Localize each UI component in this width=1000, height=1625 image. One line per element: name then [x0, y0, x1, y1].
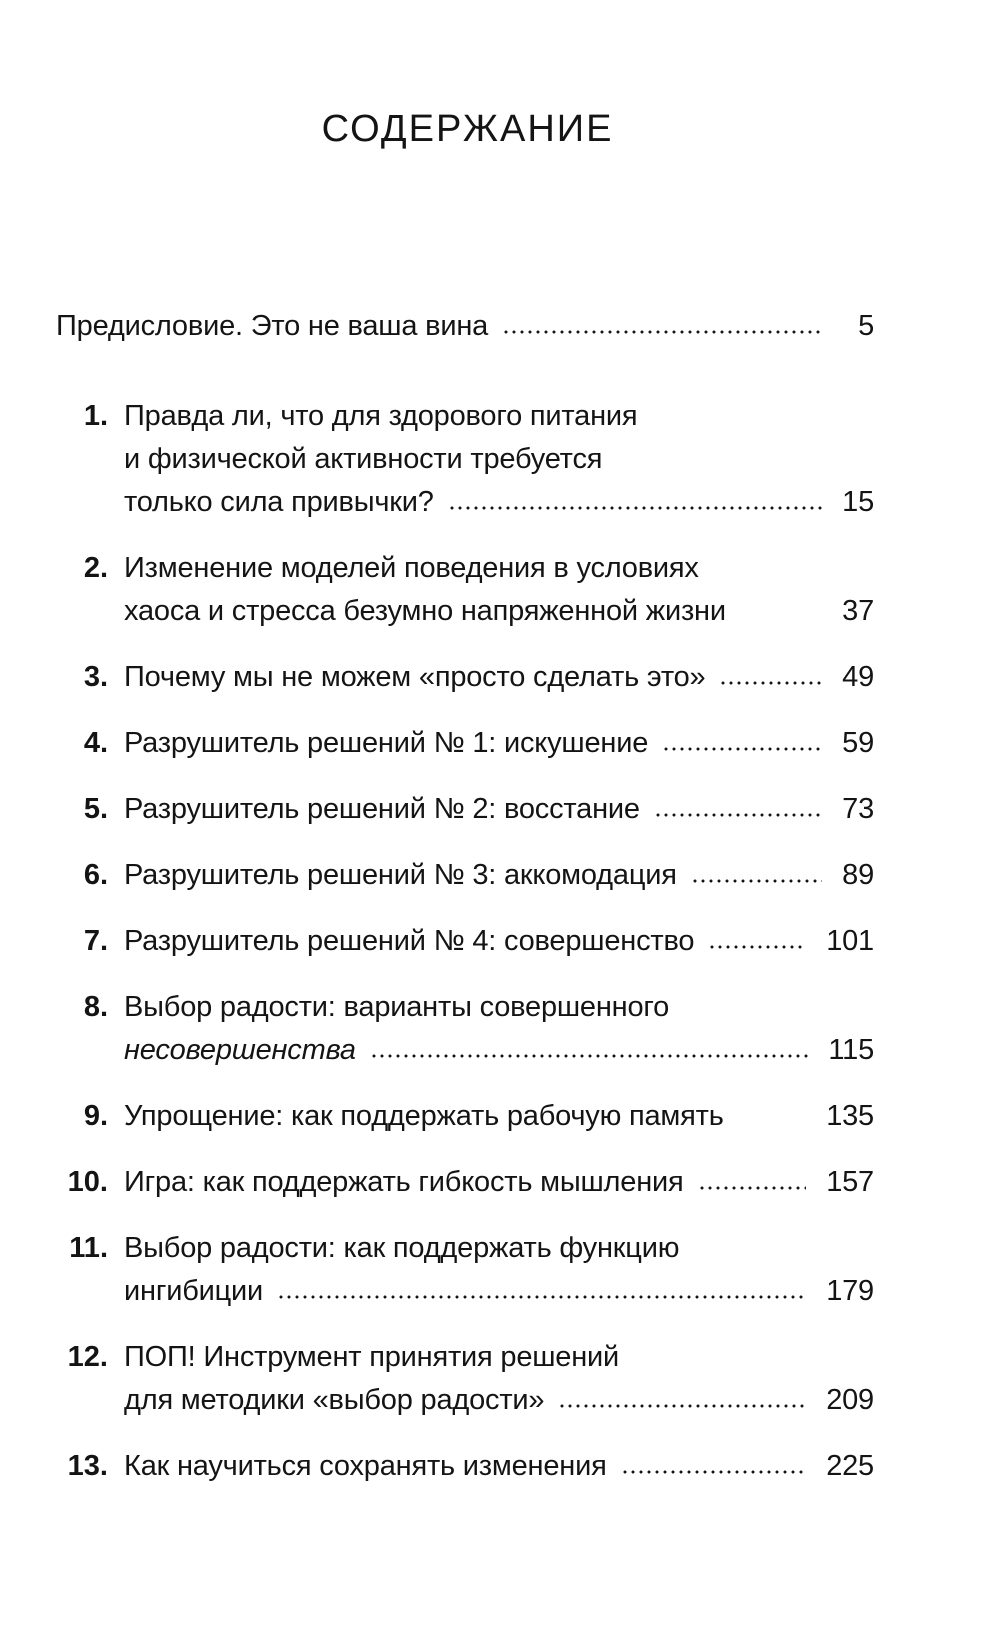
entry-title-line: Выбор радости: варианты совершенного: [124, 991, 670, 1023]
toc-entry-4[interactable]: 4. Разрушитель решений № 1: искушение 59: [56, 722, 874, 765]
page-number: 101: [826, 925, 874, 957]
dot-leader: [502, 325, 824, 335]
page-number: 157: [826, 1166, 874, 1198]
entry-title-line: Игра: как поддержать гибкость мышления: [124, 1166, 684, 1198]
entry-title-line: Изменение моделей поведения в условиях: [124, 552, 699, 584]
chapter-number: 7.: [83, 925, 108, 957]
page-number: 115: [828, 1034, 874, 1066]
page-number: 135: [826, 1100, 874, 1132]
chapter-number: 11.: [69, 1232, 108, 1264]
entry-title-line: несовершенства: [124, 1034, 356, 1066]
toc-entry-9[interactable]: 9. Упрощение: как поддержать рабочую памя…: [56, 1095, 874, 1138]
chapter-number: 3.: [83, 661, 108, 693]
page-number: 179: [826, 1275, 874, 1307]
entry-title-line: Как научиться сохранять изменения: [124, 1450, 607, 1482]
entry-title-line: Разрушитель решений № 3: аккомодация: [124, 859, 677, 891]
chapter-number: 10.: [67, 1166, 108, 1198]
chapter-number: 5.: [83, 793, 108, 825]
toc-entry-2[interactable]: 2. Изменение моделей поведения в условиях…: [56, 547, 874, 633]
entry-title-line: Упрощение: как поддержать рабочую память: [124, 1100, 724, 1132]
dot-leader: [719, 676, 823, 686]
dot-leader: [708, 940, 807, 950]
toc-entry-8[interactable]: 8. Выбор радости: варианты совершенного не…: [56, 986, 874, 1072]
page-number: 89: [842, 859, 874, 891]
page-title: СОДЕРЖАНИЕ: [321, 108, 614, 150]
dot-leader: [558, 1399, 807, 1409]
toc-entry-11[interactable]: 11. Выбор радости: как поддержать функцию…: [56, 1227, 874, 1313]
toc-entry-10[interactable]: 10. Игра: как поддержать гибкость мышлени…: [56, 1161, 875, 1204]
dot-leader: [620, 1465, 807, 1475]
dot-leader: [277, 1290, 807, 1300]
toc-entry-7[interactable]: 7. Разрушитель решений № 4: совершенство 1…: [56, 920, 874, 963]
entry-title: Предисловие. Это не ваша вина: [56, 310, 489, 342]
dot-leader: [697, 1181, 807, 1191]
entry-title-line: Правда ли, что для здорового питания: [124, 400, 638, 432]
page-number: 15: [842, 486, 874, 518]
toc-entry-6[interactable]: 6. Разрушитель решений № 3: аккомодация 89: [56, 854, 874, 897]
dot-leader: [662, 742, 823, 752]
entry-title-line: Разрушитель решений № 4: совершенство: [124, 925, 695, 957]
toc-entry-5[interactable]: 5. Разрушитель решений № 2: восстание 73: [56, 788, 874, 831]
page-number: 209: [826, 1384, 874, 1416]
page-number: 5: [858, 310, 874, 342]
toc-entry-13[interactable]: 13. Как научиться сохранять изменения 225: [56, 1445, 875, 1488]
chapter-number: 4.: [83, 727, 108, 759]
table-of-contents: Предисловие. Это не ваша вина 5 1. Правда…: [56, 305, 874, 1511]
dot-leader: [369, 1049, 809, 1059]
dot-leader: [690, 874, 823, 884]
toc-entry-3[interactable]: 3. Почему мы не можем «просто сделать это…: [56, 656, 874, 699]
chapter-number: 2.: [83, 552, 108, 584]
page-number: 225: [826, 1450, 874, 1482]
dot-leader: [447, 501, 823, 511]
entry-title-line: только сила привычки?: [124, 486, 434, 518]
chapter-number: 12.: [67, 1341, 108, 1373]
entry-title-line: Почему мы не можем «просто сделать это»: [124, 661, 706, 693]
entry-title-line: и физической активности требуется: [124, 443, 603, 475]
entry-title-line: ПОП! Инструмент принятия решений: [124, 1341, 620, 1373]
chapter-number: 9.: [83, 1100, 108, 1132]
entry-title-line: хаоса и стресса безумно напряженной жизн…: [124, 595, 726, 627]
entry-title-line: Разрушитель решений № 1: искушение: [124, 727, 649, 759]
entry-title-line: Выбор радости: как поддержать функцию: [124, 1232, 680, 1264]
chapter-number: 13.: [67, 1450, 108, 1482]
dot-leader: [653, 808, 823, 818]
page-number: 59: [842, 727, 874, 759]
toc-entry-12[interactable]: 12. ПОП! Инструмент принятия решений для м…: [56, 1336, 875, 1422]
entry-title-line: ингибиции: [124, 1275, 264, 1307]
page-number: 49: [842, 661, 874, 693]
entry-title-line: для методики «выбор радости»: [124, 1384, 545, 1416]
chapter-number: 6.: [83, 859, 108, 891]
chapter-number: 8.: [83, 991, 108, 1023]
page-number: 37: [842, 595, 874, 627]
entry-title-line: Разрушитель решений № 2: восстание: [124, 793, 640, 825]
toc-entry-preface[interactable]: Предисловие. Это не ваша вина 5: [56, 305, 874, 348]
chapter-number: 1.: [83, 400, 108, 432]
toc-entry-1[interactable]: 1. Правда ли, что для здорового питания и …: [56, 395, 874, 524]
page-number: 73: [842, 793, 874, 825]
